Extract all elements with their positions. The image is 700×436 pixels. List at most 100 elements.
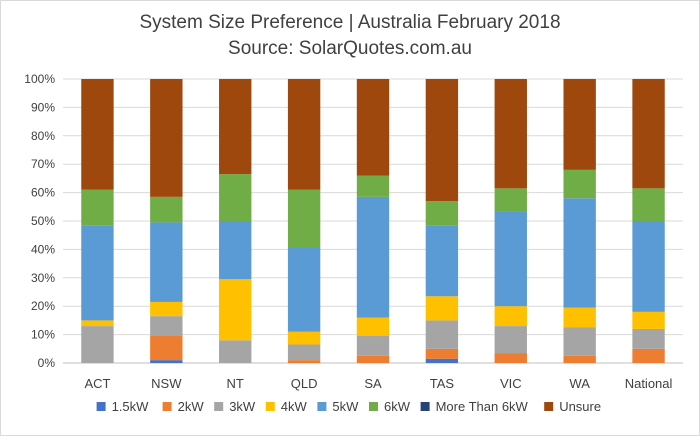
- bar-segment: [425, 225, 459, 297]
- bar-segment: [425, 348, 459, 359]
- bar-segment: [494, 79, 527, 189]
- x-category-label: VIC: [500, 376, 522, 391]
- bar-segment: [632, 328, 665, 349]
- legend-label: 2kW: [178, 399, 205, 414]
- chart-title: System Size Preference | Australia Febru…: [139, 12, 560, 33]
- bar-segment: [287, 247, 321, 332]
- y-tick-label: 10%: [31, 328, 55, 342]
- y-axis-ticks: 0% 10% 20% 30% 40% 50% 60% 70% 80% 90% 100%: [24, 72, 55, 370]
- bar-segment: [425, 358, 459, 363]
- legend-label: 1.5kW: [112, 399, 150, 414]
- bar-segment: [425, 320, 459, 349]
- bar-segment: [219, 279, 252, 341]
- y-tick-label: 100%: [24, 72, 55, 86]
- bar-segment: [425, 296, 459, 321]
- bar-segment: [150, 360, 183, 363]
- bar-segment: [219, 174, 252, 221]
- y-tick-label: 20%: [31, 299, 55, 313]
- bar-segment: [81, 326, 114, 363]
- bar-segment: [494, 353, 527, 363]
- bar-segment: [150, 196, 183, 223]
- legend: 1.5kW 2kW 3kW 4kW 5kW 6kW More Than 6kW Unsure: [96, 399, 601, 414]
- bar-segment: [632, 348, 665, 363]
- y-tick-label: 70%: [31, 157, 55, 171]
- bar-segment: [150, 79, 183, 197]
- legend-swatch: [265, 402, 275, 411]
- bar-segment: [632, 311, 665, 329]
- legend-label: Unsure: [559, 399, 601, 414]
- legend-swatch: [214, 402, 224, 411]
- bar-stack-vic: [494, 79, 527, 363]
- legend-swatch: [96, 402, 106, 411]
- y-tick-label: 80%: [31, 129, 55, 143]
- y-tick-label: 90%: [31, 100, 55, 114]
- legend-item: 5kW: [317, 399, 359, 414]
- bar-segment: [356, 355, 390, 363]
- bar-segment: [287, 331, 321, 345]
- legend-item: 3kW: [214, 399, 256, 414]
- x-axis-categories: ACT NSW NT QLD SA TAS VIC WA National: [84, 376, 672, 391]
- y-tick-label: 30%: [31, 271, 55, 285]
- bar-segment: [563, 307, 596, 328]
- legend-item: 6kW: [369, 399, 411, 414]
- bar-segment: [150, 336, 183, 361]
- bar-segment: [563, 327, 596, 356]
- x-category-label: ACT: [84, 376, 110, 391]
- legend-swatch: [317, 402, 327, 411]
- bar-segment: [150, 301, 183, 317]
- legend-label: 5kW: [332, 399, 359, 414]
- x-category-label: WA: [569, 376, 590, 391]
- bar-stack-national: [632, 79, 665, 363]
- bar-segment: [219, 340, 252, 363]
- bar-segment: [287, 344, 321, 361]
- bar-stack-sa: [356, 79, 390, 363]
- bar-segment: [81, 320, 114, 327]
- bar-segment: [150, 316, 183, 337]
- legend-item: 1.5kW: [96, 399, 150, 414]
- legend-label: 4kW: [281, 399, 308, 414]
- legend-label: 6kW: [384, 399, 411, 414]
- bar-segment: [356, 196, 390, 318]
- y-tick-label: 0%: [38, 356, 56, 370]
- bar-segment: [356, 317, 390, 337]
- legend-swatch: [369, 402, 378, 411]
- bar-stack-act: [81, 79, 114, 363]
- y-tick-label: 40%: [31, 242, 55, 256]
- bar-segment: [563, 169, 596, 199]
- legend-label: 3kW: [229, 399, 256, 414]
- legend-item: 4kW: [265, 399, 308, 414]
- x-category-label: SA: [364, 376, 382, 391]
- legend-swatch: [162, 402, 172, 411]
- bar-stacks: [81, 79, 665, 363]
- bar-stack-wa: [563, 79, 596, 363]
- bar-segment: [494, 188, 527, 212]
- bar-segment: [81, 225, 114, 321]
- x-category-label: QLD: [291, 376, 318, 391]
- bar-segment: [425, 79, 459, 202]
- bar-segment: [219, 79, 252, 175]
- legend-item: Unsure: [544, 399, 601, 414]
- bar-segment: [425, 201, 459, 226]
- bar-segment: [287, 360, 321, 363]
- bar-segment: [219, 221, 252, 280]
- bar-segment: [494, 306, 527, 327]
- bar-segment: [287, 79, 321, 190]
- bar-segment: [81, 189, 114, 226]
- bar-segment: [356, 175, 390, 197]
- bar-segment: [356, 79, 390, 176]
- bar-stack-nsw: [150, 79, 183, 363]
- bar-segment: [563, 198, 596, 308]
- x-category-label: National: [625, 376, 673, 391]
- bar-segment: [563, 79, 596, 170]
- legend-item: More Than 6kW: [420, 399, 529, 414]
- bar-segment: [81, 79, 114, 190]
- bar-segment: [563, 355, 596, 363]
- bar-stack-tas: [425, 79, 459, 363]
- x-category-label: TAS: [430, 376, 455, 391]
- legend-swatch: [420, 402, 430, 411]
- y-tick-label: 60%: [31, 186, 55, 200]
- bar-segment: [494, 326, 527, 354]
- bar-segment: [494, 211, 527, 307]
